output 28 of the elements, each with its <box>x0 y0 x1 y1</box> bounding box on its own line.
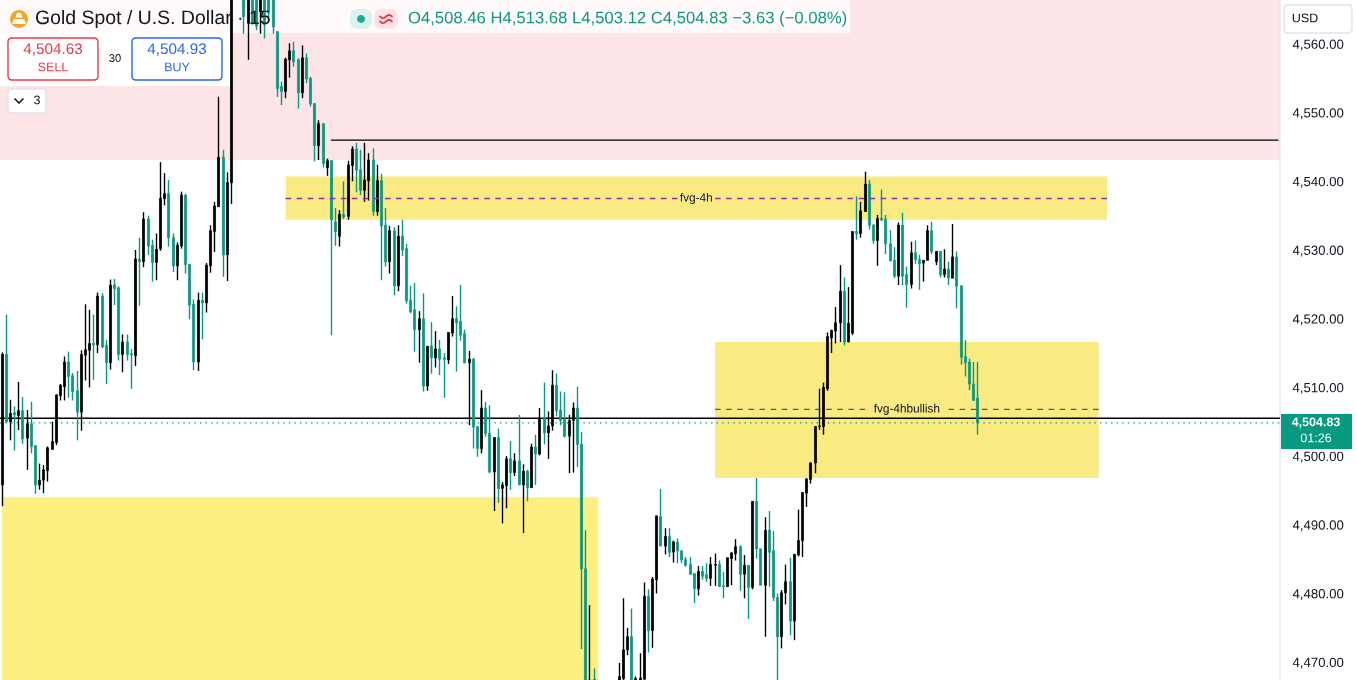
candlestick <box>705 562 708 583</box>
candlestick <box>443 352 446 399</box>
y-tick-label: 4,470.00 <box>1292 657 1344 669</box>
y-tick-label: 4,520.00 <box>1292 314 1344 326</box>
y-tick-label: 4,550.00 <box>1292 108 1344 120</box>
text: O4,508.46 H4,513.68 L4,503.12 C4,504.83 −3.63 (−0.08%) <box>408 11 847 27</box>
candlestick <box>714 552 717 587</box>
series-label: fvg-4hbullish <box>873 403 940 415</box>
candlestick <box>634 675 637 680</box>
candlestick <box>588 604 591 680</box>
y-tick-label: 4,540.00 <box>1292 176 1344 188</box>
candlestick <box>38 462 41 491</box>
y-tick-label: 4,490.00 <box>1292 520 1344 532</box>
annotation: 4,504.93 <box>147 43 207 56</box>
y-tick-label: 4,560.00 <box>1292 39 1344 51</box>
annotation: SELL <box>38 62 68 72</box>
y-tick-label: 4,530.00 <box>1292 245 1344 257</box>
series-label: fvg-4h <box>680 193 712 205</box>
annotation: BUY <box>165 62 190 72</box>
y-tick-label: 4,480.00 <box>1292 589 1344 600</box>
annotation: 4,504.63 <box>23 43 83 56</box>
text: 01:26 <box>1300 433 1332 443</box>
y-tick-label: 4,510.00 <box>1292 382 1344 394</box>
ref-line-label: 4,504.83 <box>1291 417 1340 429</box>
y-tick-label: 4,500.00 <box>1292 451 1344 463</box>
annotation: 3 <box>34 95 40 105</box>
text: USD <box>1292 13 1318 23</box>
annotation: 30 <box>109 54 121 62</box>
